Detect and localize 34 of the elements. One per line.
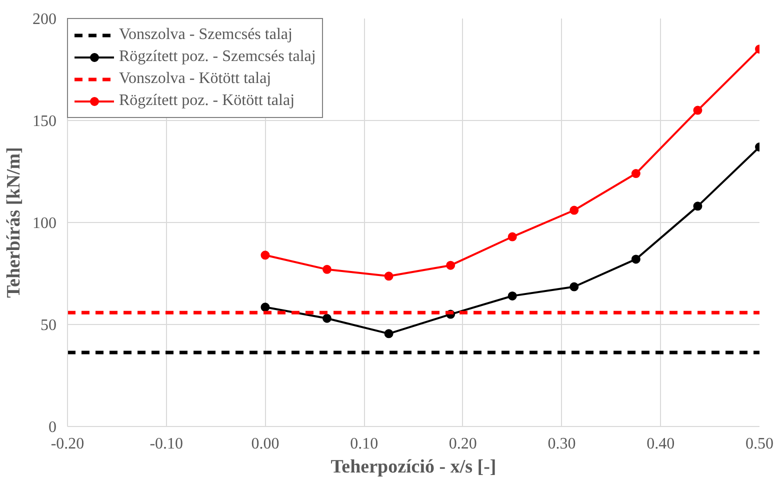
point bbox=[631, 254, 640, 264]
point bbox=[693, 202, 702, 211]
y-tick-label: 50 bbox=[40, 317, 56, 334]
point bbox=[446, 260, 456, 270]
point bbox=[260, 250, 270, 260]
y-tick-label: 100 bbox=[32, 215, 56, 232]
legend-label: Rögzített poz. - Kötött talaj bbox=[119, 92, 295, 110]
y-axis-title: Teherbírás [kN/m] bbox=[4, 147, 24, 298]
legend-label: Rögzített poz. - Szemcsés talaj bbox=[119, 48, 316, 66]
x-tick-label: 0.10 bbox=[350, 436, 378, 452]
x-tick-label: 0.20 bbox=[448, 436, 477, 452]
x-tick-label: -0.20 bbox=[50, 436, 84, 452]
x-tick-label: 0.00 bbox=[251, 436, 280, 452]
point bbox=[508, 232, 517, 242]
x-tick-label: -0.10 bbox=[150, 436, 184, 452]
y-tick-label: 0 bbox=[48, 419, 56, 436]
point bbox=[570, 282, 579, 292]
point bbox=[384, 329, 394, 338]
point bbox=[570, 206, 579, 215]
point bbox=[322, 264, 332, 274]
point bbox=[693, 106, 702, 115]
y-tick-label: 200 bbox=[32, 11, 56, 28]
x-tick-label: 0.50 bbox=[746, 436, 774, 452]
x-axis-title: Teherpozíció - x/s [-] bbox=[330, 456, 496, 478]
point bbox=[384, 272, 394, 281]
point bbox=[322, 314, 332, 323]
x-tick-label: 0.40 bbox=[646, 436, 675, 452]
y-tick-label: 150 bbox=[32, 113, 56, 130]
point bbox=[260, 302, 270, 312]
x-tick-label: 0.30 bbox=[548, 436, 576, 452]
point bbox=[508, 291, 517, 300]
point bbox=[631, 169, 640, 178]
legend-label: Vonszolva - Szemcsés talaj bbox=[119, 26, 292, 44]
legend-label: Vonszolva - Kötött talaj bbox=[119, 70, 272, 88]
